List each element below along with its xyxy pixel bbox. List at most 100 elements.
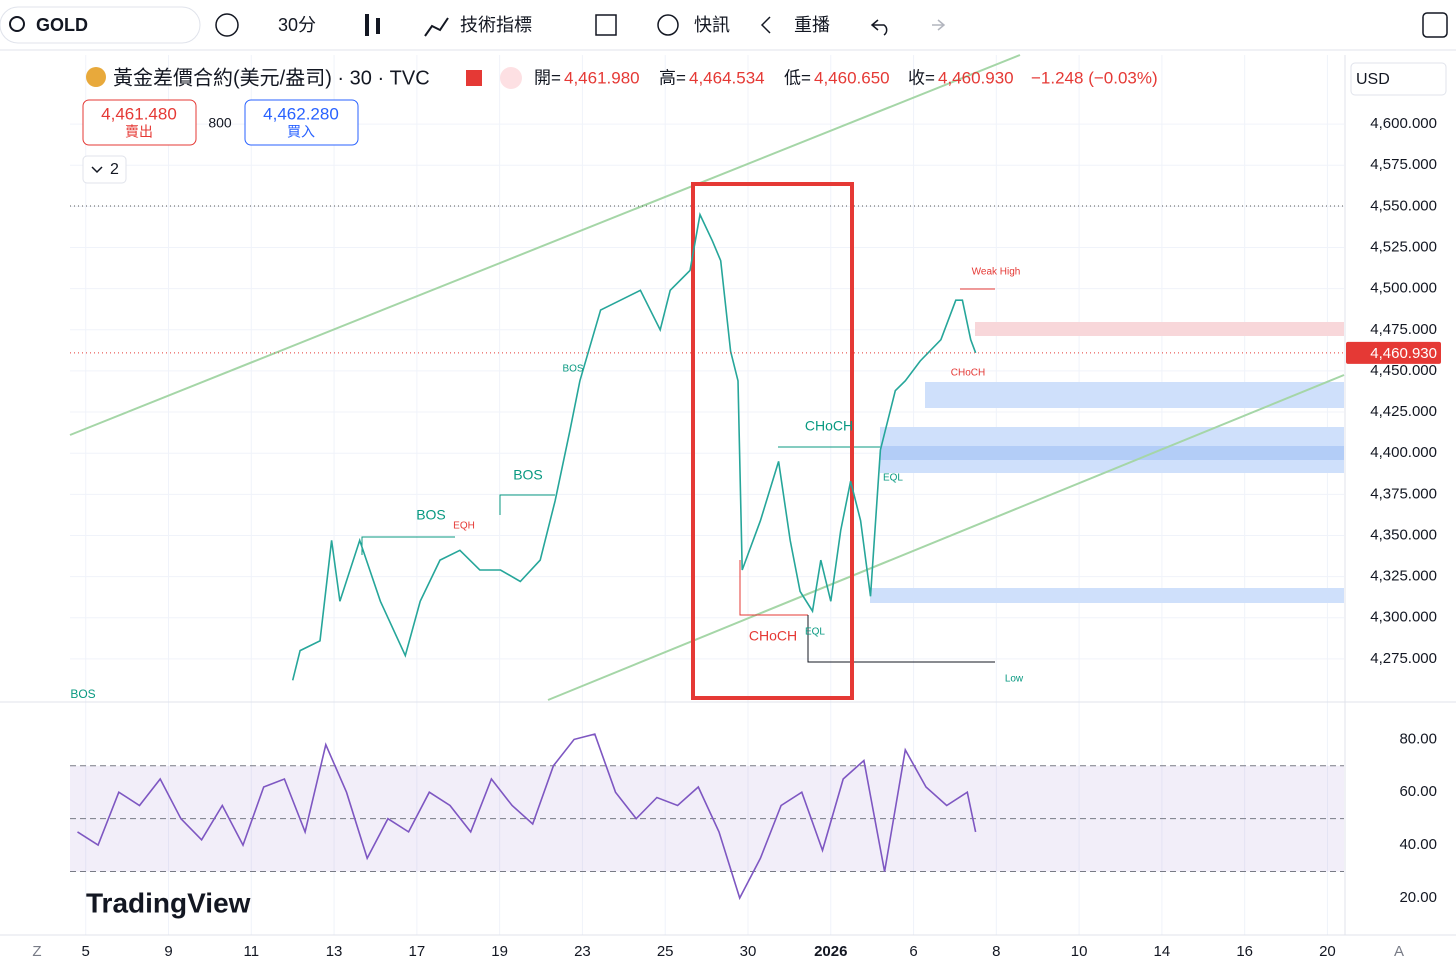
y-tick-label: 4,425.000 [1370, 403, 1437, 420]
indicators-toggle[interactable] [82, 155, 127, 184]
replay-icon[interactable] [760, 16, 771, 34]
ohlc-label: 高= [659, 68, 686, 87]
buy-label[interactable]: 買入 [287, 124, 315, 140]
structure-label: BOS [562, 364, 583, 375]
log-scale-button[interactable]: A [1394, 943, 1404, 960]
change: −1.248 (−0.03%) [1031, 68, 1158, 87]
y-tick-label: 60.00 [1399, 783, 1437, 800]
last-price-tag [1346, 341, 1441, 364]
x-tick-label: 30 [740, 943, 757, 960]
undo-button[interactable] [870, 19, 888, 36]
ohlc-value: 4,460.930 [938, 68, 1014, 87]
x-tick-label: 19 [491, 943, 508, 960]
x-tick-label: 8 [992, 943, 1000, 960]
sell-button[interactable] [82, 99, 197, 146]
chart-type-icon[interactable] [365, 14, 369, 36]
ohlc-label: 收= [908, 68, 935, 87]
structure-label: Low [1005, 674, 1024, 685]
x-tick-label: 9 [164, 943, 172, 960]
currency-select[interactable] [1350, 62, 1447, 96]
y-tick-label: 4,600.000 [1370, 115, 1437, 132]
x-tick-label: 10 [1071, 943, 1088, 960]
y-tick-label: 4,450.000 [1370, 362, 1437, 379]
indicators-button[interactable]: 技術指標 [460, 15, 532, 35]
indicators-count[interactable]: 2 [110, 161, 119, 178]
replay-button[interactable]: 重播 [794, 15, 830, 35]
y-tick-label: 4,525.000 [1370, 238, 1437, 255]
ohlc-value: 4,464.534 [689, 68, 765, 87]
status-icon [500, 67, 522, 89]
indicators-icon[interactable] [424, 17, 449, 37]
structure-label: CHoCH [805, 418, 853, 434]
demand-zone [880, 446, 1344, 460]
x-tick-label: 2026 [814, 943, 847, 960]
channel-line [547, 374, 1345, 701]
y-tick-label: 4,575.000 [1370, 156, 1437, 173]
chart-type-icon [376, 18, 380, 34]
compare-button[interactable] [215, 13, 239, 37]
supply-zone [975, 322, 1344, 336]
ohlc-label: 開= [534, 68, 561, 87]
x-tick-label: 5 [82, 943, 90, 960]
y-tick-label: 4,325.000 [1370, 568, 1437, 585]
structure-label: EQH [453, 521, 475, 532]
toolbar [0, 0, 1456, 50]
alert-icon[interactable] [657, 14, 679, 36]
y-tick-label: 4,275.000 [1370, 650, 1437, 667]
structure-label: CHoCH [749, 628, 797, 644]
structure-label: BOS [70, 687, 95, 701]
x-tick-label: 25 [657, 943, 674, 960]
structure-label: Weak High [972, 267, 1021, 278]
series-line [77, 733, 977, 901]
x-tick-label: 16 [1236, 943, 1253, 960]
buy-price[interactable]: 4,462.280 [263, 104, 339, 123]
redo-button[interactable] [932, 19, 946, 31]
structure-label: CHoCH [951, 368, 985, 379]
y-tick-label: 4,475.000 [1370, 321, 1437, 338]
y-tick-label: 4,375.000 [1370, 485, 1437, 502]
watermark: TradingView [86, 887, 251, 918]
y-tick-label: 20.00 [1399, 889, 1437, 906]
auto-scale-button[interactable]: Z [32, 943, 41, 960]
highlight-box [691, 182, 854, 700]
alerts-button[interactable]: 快訊 [694, 15, 730, 35]
symbol[interactable]: GOLD [36, 15, 88, 35]
structure-line [739, 560, 808, 616]
structure-label: BOS [416, 507, 446, 523]
demand-zone [925, 382, 1344, 408]
y-tick-label: 4,400.000 [1370, 444, 1437, 461]
ohlc-value: 4,461.980 [564, 68, 640, 87]
x-tick-label: 11 [244, 943, 260, 960]
symbol-search[interactable] [0, 6, 201, 44]
zones [69, 54, 1345, 701]
spread: 800 [208, 115, 232, 131]
demand-zone [870, 588, 1344, 603]
flag-icon[interactable] [466, 70, 482, 86]
interval[interactable]: 30分 [278, 15, 316, 35]
x-tick-label: 6 [909, 943, 917, 960]
symbol-logo [86, 67, 106, 87]
currency[interactable]: USD [1356, 71, 1390, 88]
chart-title: 黃金差價合約(美元/盎司) · 30 · TVC [113, 66, 430, 89]
y-tick-label: 4,350.000 [1370, 526, 1437, 543]
y-tick-label: 80.00 [1399, 730, 1437, 747]
chevron [91, 166, 103, 174]
channel-line [69, 54, 1021, 436]
y-tick-label: 4,300.000 [1370, 609, 1437, 626]
structure-label: EQL [805, 627, 825, 638]
layout-icon[interactable] [595, 14, 617, 36]
y-tick-label: 4,550.000 [1370, 197, 1437, 214]
ohlc-label: 低= [784, 68, 811, 87]
sell-price[interactable]: 4,461.480 [101, 104, 177, 123]
sell-label[interactable]: 賣出 [125, 124, 153, 140]
structure-label: EQL [883, 473, 903, 484]
fullscreen-button[interactable] [1422, 12, 1448, 38]
structure-label: BOS [513, 467, 543, 483]
x-tick-label: 13 [326, 943, 343, 960]
x-tick-label: 17 [409, 943, 426, 960]
y-tick-label: 40.00 [1399, 836, 1437, 853]
x-tick-label: 20 [1319, 943, 1336, 960]
buy-button[interactable] [244, 99, 359, 146]
